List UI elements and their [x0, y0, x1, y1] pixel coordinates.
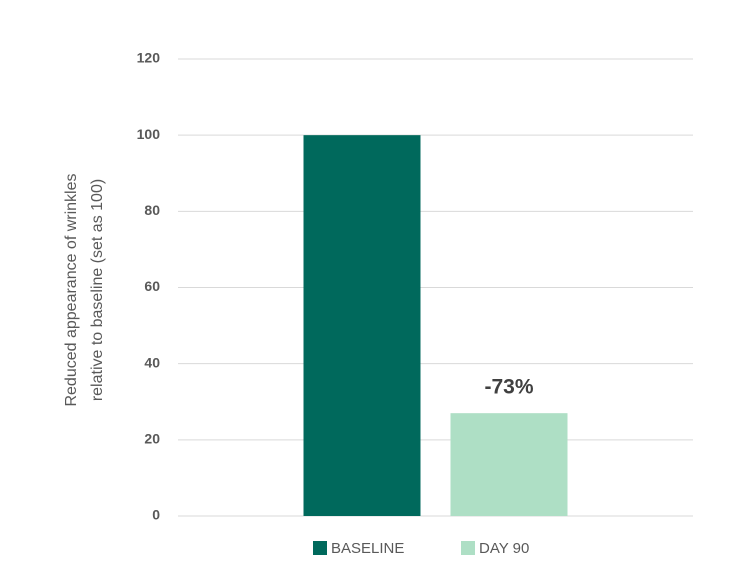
y-tick-label: 0	[152, 507, 160, 523]
legend-label: DAY 90	[479, 540, 529, 557]
legend-swatch	[313, 541, 327, 555]
bar	[303, 135, 421, 516]
y-tick-label: 20	[144, 431, 160, 447]
y-tick-label: 100	[137, 126, 161, 142]
bar	[450, 413, 568, 516]
legend-swatch	[461, 541, 475, 555]
y-axis-label: relative to baseline (set as 100)	[89, 179, 106, 401]
y-tick-label: 80	[144, 202, 160, 218]
y-tick-label: 40	[144, 354, 160, 370]
y-tick-label: 120	[137, 50, 161, 66]
y-axis-label: Reduced appearance of wrinkles	[63, 173, 80, 406]
annotation: -73%	[484, 376, 533, 399]
y-tick-label: 60	[144, 278, 160, 294]
legend-label: BASELINE	[331, 540, 404, 557]
